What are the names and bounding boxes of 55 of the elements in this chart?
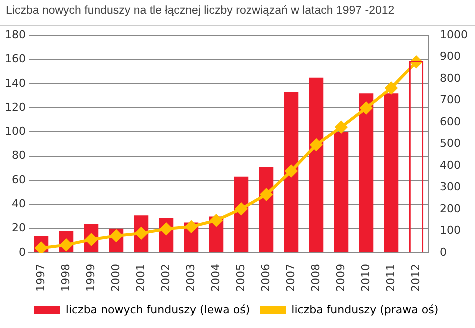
bar: [259, 167, 274, 253]
y2-tick-label: 800: [440, 72, 462, 85]
point: [186, 220, 198, 233]
point: [386, 82, 398, 94]
x-tick-label: 1998: [59, 264, 72, 292]
y2-tick-label: 500: [440, 137, 462, 150]
x-tick-label: 2012: [409, 264, 422, 292]
bar: [309, 78, 324, 253]
x-tick-label: 2005: [234, 264, 248, 292]
bar: [359, 94, 374, 253]
x-tick-label: 1997: [34, 264, 48, 292]
point: [260, 188, 272, 201]
y-tick-label: 100: [4, 125, 26, 138]
y-tick-label: 60: [12, 173, 26, 186]
x-tick-label: 2010: [359, 264, 372, 292]
legend-label: liczba funduszy (prawa oś): [292, 303, 439, 316]
x-tick-label: 2006: [259, 264, 272, 292]
y-tick-label: 20: [12, 222, 26, 235]
x-tick-label: 2011: [384, 264, 398, 292]
y2-tick-label: 1000: [440, 28, 468, 42]
y-tick-label: 120: [4, 100, 26, 114]
x-tick-label: 2002: [159, 264, 172, 292]
chart-title: Liczba nowych funduszy na tle łącznej liczby rozwiązań w latach 1997 -2012: [5, 4, 396, 19]
y2-tick-label: 100: [440, 224, 462, 238]
x-tick-label: 2007: [284, 264, 298, 292]
point: [310, 138, 323, 151]
y-tick-label: 180: [4, 28, 26, 42]
x-tick-label: 2004: [209, 264, 222, 292]
point: [286, 165, 298, 178]
point: [360, 102, 373, 114]
legend-label: liczba nowych funduszy (lewa oś): [66, 303, 250, 316]
x-tick-label: 2009: [334, 264, 348, 292]
y-tick-label: 0: [18, 246, 26, 259]
y2-tick-label: 200: [440, 202, 462, 216]
y-tick-label: 160: [4, 52, 26, 66]
y2-tick-label: 400: [440, 158, 462, 172]
x-tick-label: 2003: [184, 264, 198, 292]
x-tick-label: 2000: [109, 264, 122, 292]
y2-tick-label: 300: [440, 180, 462, 194]
bar: [284, 92, 299, 253]
y-tick-label: 80: [12, 149, 26, 162]
y2-tick-label: 700: [440, 94, 462, 107]
bar: [334, 132, 349, 253]
y2-tick-label: 900: [440, 50, 462, 64]
bar: [384, 94, 399, 253]
y-tick-label: 140: [4, 76, 26, 90]
point: [210, 214, 222, 227]
y2-tick-label: 600: [440, 115, 462, 128]
x-tick-label: 1999: [84, 264, 98, 292]
x-tick-label: 2001: [134, 264, 148, 292]
point: [336, 121, 348, 134]
x-tick-label: 2008: [309, 264, 322, 292]
point: [236, 203, 248, 216]
y2-tick-label: 0: [440, 246, 448, 259]
y-tick-label: 40: [12, 198, 26, 211]
